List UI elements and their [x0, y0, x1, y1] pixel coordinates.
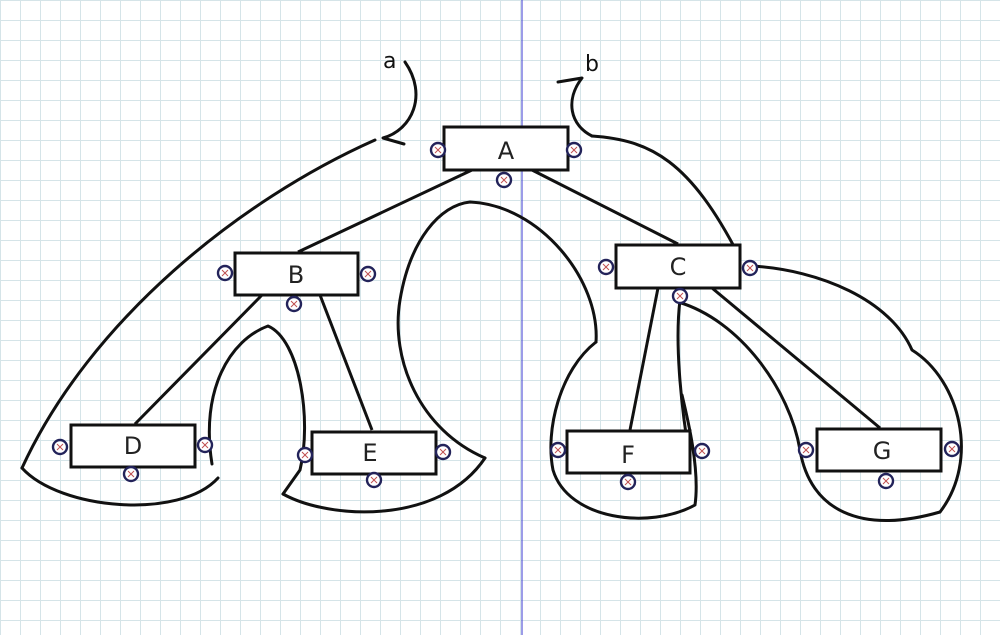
port-e-bottom[interactable]: [365, 471, 383, 489]
edge-c-f: [628, 287, 660, 431]
port-c-bottom[interactable]: [671, 287, 689, 305]
node-f[interactable]: F: [549, 429, 711, 491]
port-c-right[interactable]: [741, 259, 759, 277]
traversal-stroke-left-arc: [20, 138, 377, 470]
port-a-left[interactable]: [429, 141, 447, 159]
port-f-bottom[interactable]: [619, 473, 637, 491]
node-b[interactable]: B: [216, 251, 377, 313]
node-g-label: G: [873, 437, 892, 465]
port-f-left[interactable]: [549, 441, 567, 459]
port-e-left[interactable]: [296, 446, 314, 464]
traversal-stroke-left-pointer: [381, 60, 418, 146]
traversal-stroke-f-loop: [549, 340, 698, 520]
node-a-label: A: [498, 137, 515, 165]
traversal-stroke-right-pointer: [556, 76, 594, 138]
port-f-right[interactable]: [693, 442, 711, 460]
traversal-stroke-center-arch: [396, 200, 598, 460]
port-g-bottom[interactable]: [877, 472, 895, 490]
annotation-a: a: [383, 49, 396, 74]
node-d[interactable]: D: [51, 423, 214, 483]
port-e-right[interactable]: [434, 443, 452, 461]
port-a-bottom[interactable]: [495, 171, 513, 189]
port-b-bottom[interactable]: [285, 295, 303, 313]
edge-a-c: [531, 168, 679, 246]
node-f-label: F: [621, 441, 635, 469]
edge-a-b: [297, 168, 473, 254]
port-d-bottom[interactable]: [122, 465, 140, 483]
edge-c-g: [711, 286, 881, 430]
traversal-stroke-e-loop: [281, 456, 487, 514]
port-b-left[interactable]: [216, 264, 234, 282]
node-c-label: C: [670, 253, 687, 281]
edge-b-e: [318, 294, 374, 431]
node-e-label: E: [362, 439, 377, 467]
node-c[interactable]: C: [597, 243, 759, 305]
port-b-right[interactable]: [359, 265, 377, 283]
port-d-left[interactable]: [51, 438, 69, 456]
traversal-stroke-g-arch: [676, 300, 942, 522]
annotation-b: b: [585, 52, 599, 77]
port-g-left[interactable]: [797, 441, 815, 459]
node-a[interactable]: A: [429, 125, 583, 189]
port-g-right[interactable]: [943, 440, 961, 458]
port-c-left[interactable]: [597, 258, 615, 276]
edge-b-d: [133, 293, 264, 426]
traversal-stroke-d-e-arch: [207, 324, 307, 496]
port-d-right[interactable]: [196, 436, 214, 454]
traversal-stroke-g-right: [750, 264, 963, 514]
node-g[interactable]: G: [797, 427, 961, 490]
node-b-label: B: [288, 261, 304, 289]
traversal-stroke-d-loop: [20, 466, 220, 507]
port-a-right[interactable]: [565, 141, 583, 159]
traversal-stroke-right-arc: [590, 134, 742, 260]
node-e[interactable]: E: [296, 430, 452, 489]
node-d-label: D: [124, 432, 142, 460]
